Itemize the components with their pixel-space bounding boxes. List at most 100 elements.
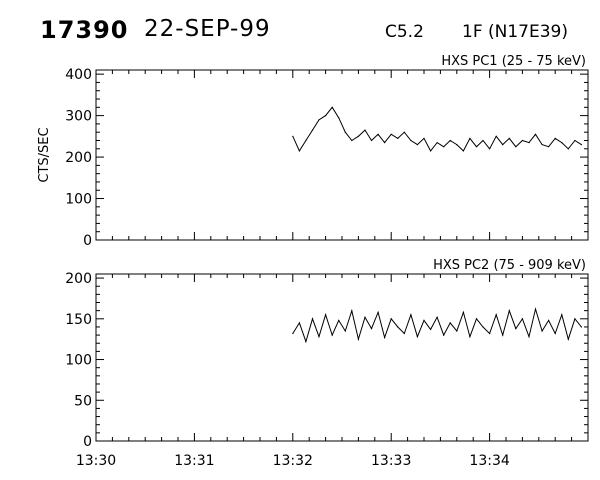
data-point	[436, 316, 438, 318]
plot-frame-1	[95, 69, 589, 241]
data-point	[502, 334, 504, 336]
goes-class: C5.2	[385, 22, 424, 42]
data-point	[416, 144, 418, 146]
data-point	[443, 334, 445, 336]
data-point	[548, 319, 550, 321]
event-date: 22-SEP-99	[144, 16, 271, 42]
data-point	[416, 336, 418, 338]
event-id: 17390	[40, 16, 129, 44]
data-point	[443, 146, 445, 148]
data-point	[331, 106, 333, 108]
data-point	[489, 148, 491, 150]
y-tick-label: 400	[65, 67, 92, 83]
y-tick-label: 50	[74, 393, 92, 409]
data-point	[508, 137, 510, 139]
data-point	[449, 322, 451, 324]
y-tick-label: 0	[83, 233, 92, 249]
y-tick-label: 200	[65, 271, 92, 287]
data-point	[292, 332, 294, 335]
data-point	[311, 129, 314, 131]
x-tick-label: 13:30	[76, 453, 116, 469]
data-point	[567, 148, 569, 150]
data-point	[344, 131, 346, 133]
data-point	[364, 129, 366, 131]
y-tick-label: 300	[65, 109, 92, 125]
data-point	[580, 326, 583, 328]
x-tick-label: 13:31	[174, 453, 214, 469]
data-point	[423, 319, 425, 321]
data-point	[567, 338, 569, 340]
data-point	[357, 135, 359, 137]
data-point	[305, 139, 307, 142]
data-point	[475, 146, 478, 148]
data-point	[541, 330, 543, 332]
data-point	[377, 133, 379, 135]
y-tick-label: 200	[65, 150, 92, 166]
data-point	[397, 137, 399, 139]
y-tick-label: 100	[65, 192, 92, 208]
x-tick-label: 13:34	[469, 453, 509, 469]
data-point	[541, 144, 543, 146]
data-point	[580, 144, 583, 146]
data-point	[318, 119, 320, 121]
x-tick-label: 13:33	[371, 453, 411, 469]
y-tick-label: 0	[83, 434, 92, 450]
data-point	[344, 330, 346, 332]
data-point	[521, 139, 524, 142]
data-point	[489, 332, 491, 335]
data-point	[377, 311, 379, 313]
data-point	[508, 310, 510, 312]
data-point	[574, 139, 576, 142]
data-point	[521, 318, 524, 320]
data-point	[456, 330, 458, 332]
data-point	[331, 334, 333, 336]
data-point	[357, 338, 359, 340]
data-point	[292, 135, 294, 137]
flare-info: 1F (N17E39)	[462, 22, 568, 42]
data-point	[338, 319, 340, 321]
x-tick-label: 13:32	[273, 453, 313, 469]
data-point	[305, 341, 307, 343]
data-point	[410, 139, 412, 142]
data-point	[370, 139, 373, 142]
data-point	[423, 137, 425, 139]
data-point	[325, 314, 327, 316]
panel-title-1: HXS PC1 (25 - 75 keV)	[441, 54, 586, 69]
data-point	[338, 117, 340, 119]
data-point	[449, 139, 451, 142]
data-point	[397, 326, 399, 328]
data-point	[482, 139, 484, 142]
data-point	[515, 328, 517, 330]
data-point	[475, 318, 478, 320]
data-point	[403, 332, 405, 335]
data-point	[495, 135, 497, 137]
data-point	[469, 336, 471, 338]
data-point	[554, 137, 556, 139]
data-point	[318, 336, 320, 338]
data-point	[384, 336, 386, 339]
data-point	[430, 328, 432, 330]
data-point	[370, 328, 373, 330]
data-point	[462, 311, 464, 313]
data-point	[534, 133, 537, 135]
data-point	[351, 310, 353, 312]
data-point	[528, 336, 530, 338]
data-point	[502, 144, 504, 146]
data-point	[574, 318, 576, 320]
data-point	[548, 146, 550, 148]
data-point	[469, 137, 471, 139]
data-point	[403, 131, 405, 133]
data-point	[384, 142, 386, 144]
data-point	[325, 115, 327, 117]
data-point	[390, 318, 392, 320]
data-point	[554, 332, 556, 335]
data-point	[528, 142, 530, 144]
data-point	[364, 316, 366, 318]
series-line-2	[292, 307, 582, 344]
data-point	[482, 326, 484, 328]
y-axis-label: CTS/SEC	[37, 127, 52, 182]
series-line-1	[292, 106, 582, 152]
data-point	[534, 308, 537, 310]
data-point	[495, 314, 497, 316]
